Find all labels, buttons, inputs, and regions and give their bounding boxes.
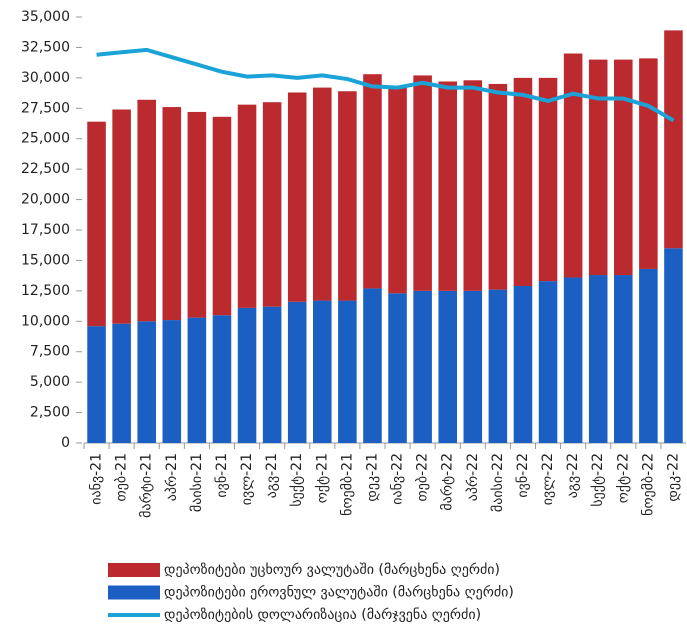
y-tick-label: 32,500 — [21, 39, 70, 55]
bar — [363, 288, 382, 443]
bar — [563, 277, 583, 443]
bar — [363, 74, 382, 289]
x-tick-label: ივლ-21 — [239, 453, 255, 505]
bar — [262, 102, 282, 307]
y-tick-label: 0 — [61, 435, 70, 451]
x-tick-label: აპრ-21 — [163, 453, 180, 501]
bar — [212, 116, 232, 316]
bar — [87, 326, 106, 443]
x-tick-label: ივლ-22 — [540, 453, 556, 505]
bar — [162, 320, 182, 443]
bar — [538, 281, 558, 443]
bar — [313, 87, 332, 301]
bar — [388, 293, 407, 443]
x-tick-label: დეკ-22 — [665, 453, 681, 502]
bar — [463, 80, 483, 291]
x-tick-label: მარტ-22 — [439, 453, 456, 511]
x-tick-label: აგვ-22 — [565, 453, 581, 498]
bar — [237, 307, 257, 443]
x-tick-label: აგვ-21 — [264, 453, 280, 498]
bar — [588, 275, 608, 443]
legend-label: დეპოზიტები უცხოურ ვალუტაში (მარცხენა ღერ… — [164, 561, 500, 578]
x-tick-label: მაისი-21 — [189, 453, 205, 512]
y-tick-label: 7,500 — [30, 344, 70, 360]
bar — [639, 58, 658, 269]
x-tick-label: მაისი-22 — [490, 453, 506, 512]
bar — [287, 301, 307, 443]
bar — [538, 77, 558, 282]
x-tick-label: დეკ-21 — [364, 453, 380, 502]
bar — [162, 107, 182, 321]
bar — [413, 75, 432, 291]
y-tick-label: 5,000 — [30, 374, 70, 390]
x-tick-label: ივნ-22 — [515, 453, 531, 498]
x-tick-label: იანვ-22 — [390, 453, 406, 505]
bar — [87, 121, 106, 327]
bar — [614, 59, 633, 276]
y-tick-label: 22,500 — [21, 161, 70, 177]
x-tick-label: მარტი-21 — [138, 453, 155, 518]
bar — [262, 306, 282, 443]
x-tick-label: თებ-22 — [415, 453, 431, 501]
x-tick-label: ნოემბ-21 — [339, 453, 355, 516]
x-tick-label: ოქტ-22 — [615, 453, 631, 503]
x-tick-label: იანვ-21 — [89, 453, 105, 505]
x-tick-label: თებ-21 — [114, 453, 130, 501]
x-tick-label: ოქტ-21 — [314, 453, 330, 503]
x-tick-label: აპრ-22 — [464, 453, 481, 501]
bar — [388, 86, 407, 294]
y-tick-label: 35,000 — [21, 9, 70, 25]
legend: დეპოზიტები უცხოურ ვალუტაში (მარცხენა ღერ… — [108, 561, 514, 623]
bar — [639, 268, 658, 443]
y-tick-label: 30,000 — [21, 70, 70, 86]
bar — [187, 317, 207, 443]
x-tick-label: ნოემბ-22 — [640, 453, 656, 516]
bar — [438, 290, 457, 443]
y-tick-label: 20,000 — [21, 192, 70, 208]
bar — [614, 275, 633, 443]
bar — [137, 99, 156, 322]
legend-swatch — [108, 563, 160, 577]
x-tick-label: სექტ-21 — [289, 453, 305, 507]
bar — [438, 81, 457, 291]
legend-label: დეპოზიტები ეროვნულ ვალუტაში (მარცხენა ღე… — [164, 584, 514, 601]
bar — [488, 83, 508, 290]
y-tick-label: 27,500 — [21, 100, 70, 116]
bar — [187, 111, 207, 318]
bar — [563, 53, 583, 278]
y-tick-label: 17,500 — [21, 222, 70, 238]
bar — [313, 300, 332, 443]
bar — [488, 289, 508, 443]
bar — [212, 315, 232, 443]
y-tick-label: 15,000 — [21, 252, 70, 268]
bar — [513, 77, 533, 286]
y-tick-label: 2,500 — [30, 405, 70, 421]
bar — [664, 248, 683, 443]
line — [96, 47, 675, 123]
y-tick-label: 25,000 — [21, 131, 70, 147]
x-tick-label: ივნ-21 — [214, 453, 230, 498]
bar — [588, 59, 608, 276]
bar — [338, 91, 357, 301]
y-tick-label: 12,500 — [21, 283, 70, 299]
bar — [137, 321, 156, 443]
bar — [112, 323, 131, 443]
bar — [338, 300, 357, 443]
bar — [112, 109, 131, 324]
legend-swatch — [108, 585, 160, 600]
bar — [237, 104, 257, 308]
bar — [287, 92, 307, 302]
bar — [664, 30, 683, 249]
bar — [513, 285, 533, 443]
bar — [463, 290, 483, 443]
legend-label: დეპოზიტების დოლარიზაცია (მარჯვენა ღერძი) — [164, 606, 481, 623]
x-tick-label: სექტ-22 — [590, 453, 606, 507]
bar — [413, 290, 432, 443]
y-tick-label: 10,000 — [21, 313, 70, 329]
